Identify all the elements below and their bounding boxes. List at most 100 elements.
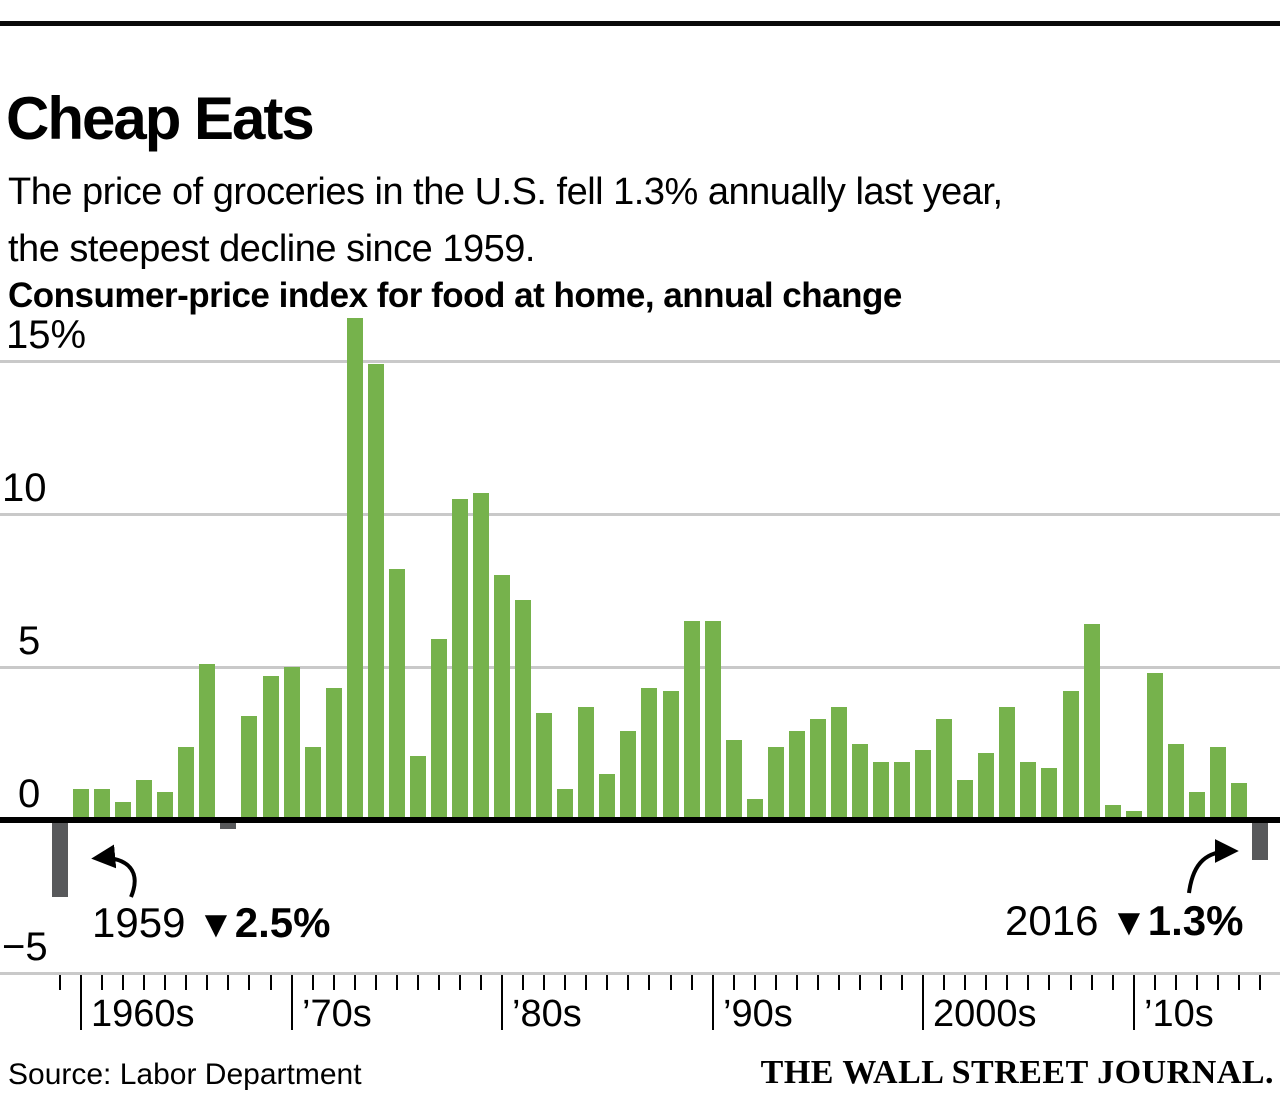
bar-1962 (115, 802, 131, 820)
year-tick (627, 975, 629, 990)
year-tick (775, 975, 777, 990)
year-tick (354, 975, 356, 990)
bar-1977 (431, 639, 447, 820)
bar-2004 (999, 707, 1015, 820)
bar-1995 (810, 719, 826, 820)
gridline--5 (0, 972, 1280, 975)
bar-1974 (368, 364, 384, 820)
year-tick (1259, 975, 1261, 990)
y-axis-label: 10 (2, 466, 47, 510)
year-tick (901, 975, 903, 990)
bar-2003 (978, 753, 994, 820)
bar-1981 (515, 600, 531, 820)
decade-label-1980: ’80s (512, 993, 582, 1035)
decade-tick-1960 (80, 975, 82, 1030)
year-tick (480, 975, 482, 990)
bar-2015 (1231, 783, 1247, 820)
year-tick (164, 975, 166, 990)
bar-1982 (536, 713, 552, 820)
y-axis-label: 0 (18, 772, 41, 816)
year-tick (522, 975, 524, 990)
decade-tick-2010 (1133, 975, 1135, 1030)
year-tick (375, 975, 377, 990)
year-tick (943, 975, 945, 990)
decade-label-2000: 2000s (933, 993, 1037, 1035)
year-tick (312, 975, 314, 990)
bar-1959 (52, 820, 68, 897)
annotation-2016: 2016 ▼1.3% (1005, 897, 1243, 945)
bar-2005 (1020, 762, 1036, 820)
year-tick (796, 975, 798, 990)
year-tick (733, 975, 735, 990)
decade-tick-1980 (501, 975, 503, 1030)
bar-1965 (178, 747, 194, 820)
bar-1976 (410, 756, 426, 820)
year-tick (1048, 975, 1050, 990)
year-tick (227, 975, 229, 990)
y-axis-label: 15% (6, 313, 87, 357)
subtitle-line-1: The price of groceries in the U.S. fell … (8, 171, 1003, 213)
bar-1963 (136, 780, 152, 820)
decade-tick-1970 (291, 975, 293, 1030)
year-tick (1070, 975, 1072, 990)
subtitle-line-2: the steepest decline since 1959. (8, 228, 535, 270)
bar-1961 (94, 789, 110, 820)
source-note: Source: Labor Department (8, 1058, 362, 1091)
bar-1990 (705, 621, 721, 820)
bar-1994 (789, 731, 805, 820)
annotation-1959-year: 1959 (92, 899, 186, 946)
year-tick (459, 975, 461, 990)
bar-1971 (305, 747, 321, 820)
bar-1998 (873, 762, 889, 820)
year-tick (270, 975, 272, 990)
year-tick (880, 975, 882, 990)
chart-subtitle: The price of groceries in the U.S. fell … (8, 164, 1003, 278)
year-tick (859, 975, 861, 990)
year-tick (101, 975, 103, 990)
bar-1960 (73, 789, 89, 820)
bar-2009 (1105, 805, 1121, 820)
year-tick (838, 975, 840, 990)
bar-1991 (726, 740, 742, 820)
annotation-2016-year: 2016 (1005, 897, 1099, 944)
annotation-2016-value: 1.3% (1147, 897, 1244, 944)
bar-1968 (241, 716, 257, 820)
bar-2016 (1252, 820, 1268, 860)
year-tick (1238, 975, 1240, 990)
decade-tick-2000 (922, 975, 924, 1030)
bar-2012 (1168, 744, 1184, 821)
year-tick (606, 975, 608, 990)
bar-2011 (1147, 673, 1163, 820)
bar-1989 (684, 621, 700, 820)
down-triangle-icon: ▼ (197, 904, 235, 946)
year-tick (1175, 975, 1177, 990)
bar-1997 (852, 744, 868, 821)
year-tick (564, 975, 566, 990)
annotation-1959-value: 2.5% (234, 899, 331, 946)
year-tick (417, 975, 419, 990)
year-tick (185, 975, 187, 990)
year-tick (333, 975, 335, 990)
bar-1969 (263, 676, 279, 820)
bar-1992 (747, 799, 763, 820)
year-tick (670, 975, 672, 990)
year-tick (754, 975, 756, 990)
annotation-1959: 1959 ▼2.5% (92, 899, 330, 947)
bar-1988 (663, 691, 679, 820)
bar-1964 (157, 792, 173, 820)
down-triangle-icon: ▼ (1110, 902, 1148, 944)
decade-label-1970: ’70s (302, 993, 372, 1035)
year-tick (206, 975, 208, 990)
decade-label-1960: 1960s (91, 993, 195, 1035)
year-tick (1154, 975, 1156, 990)
year-tick (396, 975, 398, 990)
bar-2008 (1084, 624, 1100, 820)
bar-2014 (1210, 747, 1226, 820)
year-tick (1217, 975, 1219, 990)
bar-1996 (831, 707, 847, 820)
year-tick (438, 975, 440, 990)
bar-2006 (1041, 768, 1057, 820)
bar-1973 (347, 318, 363, 820)
